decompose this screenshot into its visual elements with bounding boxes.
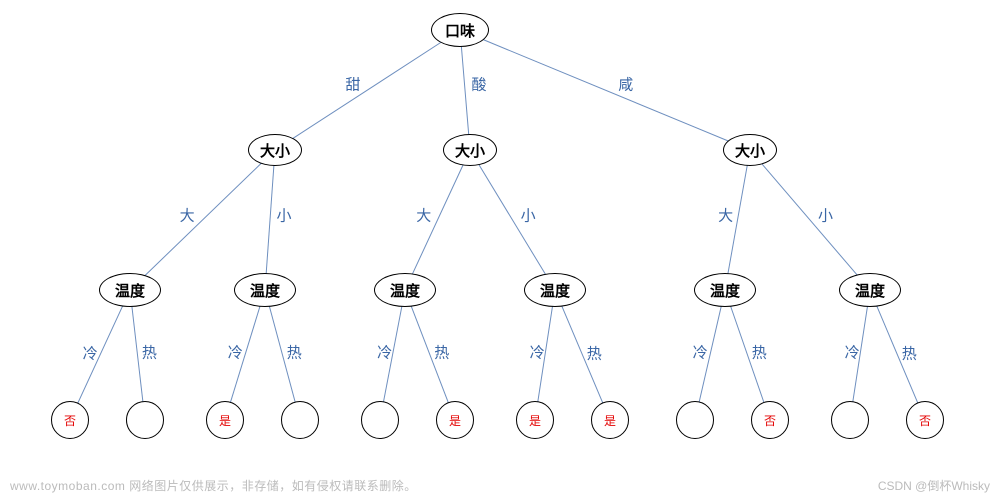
internal-node: 温度	[374, 273, 436, 307]
footer-attribution: CSDN @倒杯Whisky	[878, 477, 990, 494]
node-label: 是	[449, 412, 461, 429]
leaf-node: 是	[516, 401, 554, 439]
node-label: 大小	[735, 140, 765, 161]
tree-edge	[266, 165, 274, 274]
tree-edge	[461, 46, 468, 135]
leaf-node	[361, 401, 399, 439]
edge-label: 小	[818, 205, 833, 226]
node-label: 大小	[260, 140, 290, 161]
edge-label: 冷	[83, 342, 98, 363]
edge-label: 热	[434, 342, 449, 363]
edge-label: 热	[902, 342, 917, 363]
internal-node: 温度	[694, 273, 756, 307]
edge-label: 大	[718, 205, 733, 226]
node-label: 温度	[540, 280, 570, 301]
node-label: 温度	[115, 280, 145, 301]
node-label: 大小	[455, 140, 485, 161]
leaf-node: 是	[591, 401, 629, 439]
leaf-node	[831, 401, 869, 439]
leaf-node	[676, 401, 714, 439]
node-label: 口味	[445, 20, 475, 41]
node-label: 温度	[250, 280, 280, 301]
internal-node: 温度	[839, 273, 901, 307]
node-label: 温度	[855, 280, 885, 301]
edge-label: 冷	[693, 342, 708, 363]
edge-label: 热	[587, 342, 602, 363]
leaf-node: 是	[206, 401, 244, 439]
edge-label: 冷	[228, 342, 243, 363]
leaf-node: 否	[906, 401, 944, 439]
edge-label: 咸	[618, 74, 633, 95]
edge-label: 大	[416, 205, 431, 226]
internal-node: 大小	[723, 134, 777, 166]
tree-edge	[762, 163, 858, 275]
edge-label: 小	[277, 205, 292, 226]
edge-label: 冷	[845, 342, 860, 363]
node-label: 是	[219, 412, 231, 429]
edge-label: 冷	[377, 342, 392, 363]
node-label: 否	[764, 412, 776, 429]
edge-label: 酸	[472, 74, 487, 95]
node-label: 是	[529, 412, 541, 429]
node-label: 否	[919, 412, 931, 429]
edge-label: 小	[521, 205, 536, 226]
internal-node: 温度	[524, 273, 586, 307]
node-label: 温度	[390, 280, 420, 301]
leaf-node: 是	[436, 401, 474, 439]
internal-node: 大小	[443, 134, 497, 166]
leaf-node	[126, 401, 164, 439]
edge-label: 热	[287, 342, 302, 363]
node-label: 是	[604, 412, 616, 429]
edge-label: 热	[752, 342, 767, 363]
node-label: 温度	[710, 280, 740, 301]
tree-edge	[483, 39, 729, 141]
internal-node: 温度	[99, 273, 161, 307]
leaf-node: 否	[51, 401, 89, 439]
edge-label: 冷	[530, 342, 545, 363]
tree-edge	[292, 42, 441, 139]
node-label: 否	[64, 412, 76, 429]
footer-disclaimer: www.toymoban.com 网络图片仅供展示，非存储，如有侵权请联系删除。	[10, 477, 417, 494]
edge-label: 大	[180, 205, 195, 226]
leaf-node: 否	[751, 401, 789, 439]
edge-label: 热	[142, 342, 157, 363]
leaf-node	[281, 401, 319, 439]
internal-node: 口味	[431, 13, 489, 47]
internal-node: 大小	[248, 134, 302, 166]
edge-label: 甜	[345, 74, 360, 95]
internal-node: 温度	[234, 273, 296, 307]
tree-edge	[145, 163, 262, 276]
